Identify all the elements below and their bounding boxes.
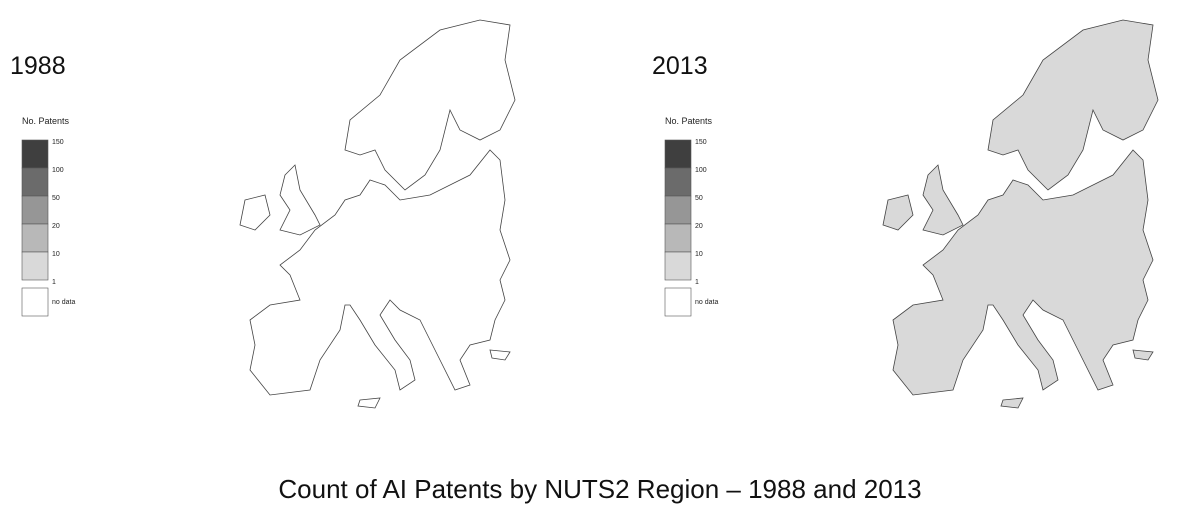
legend-swatch — [22, 252, 48, 280]
legend-label: 20 — [695, 223, 703, 230]
legend-swatch — [665, 140, 691, 168]
legend-swatch — [665, 224, 691, 252]
legend-label: 10 — [695, 251, 703, 258]
legend-label: 1 — [52, 279, 56, 286]
legend-label: 50 — [52, 195, 60, 202]
legend-swatch — [665, 168, 691, 196]
legend-label: 1 — [695, 279, 699, 286]
legend-label: 20 — [52, 223, 60, 230]
legend-swatch — [22, 224, 48, 252]
legend-label: 150 — [695, 139, 707, 146]
legend-swatch — [22, 288, 48, 316]
legend-label: no data — [52, 299, 75, 306]
legend-swatch — [22, 196, 48, 224]
legend-swatch — [22, 140, 48, 168]
legend-label: 50 — [695, 195, 703, 202]
legend-swatch — [665, 288, 691, 316]
legend-title: No. Patents — [665, 116, 713, 126]
map-1988: 1988 No. Patents 150 100 50 20 10 1 no data — [10, 10, 530, 410]
legend-label: no data — [695, 299, 718, 306]
legend: No. Patents 150 100 50 20 10 1 no data — [22, 116, 75, 316]
legend-label: 100 — [52, 167, 64, 174]
legend-label: 10 — [52, 251, 60, 258]
caption: Count of AI Patents by NUTS2 Region – 19… — [278, 474, 921, 504]
legend-swatch — [22, 168, 48, 196]
legend-swatch — [665, 196, 691, 224]
map-year: 2013 — [652, 52, 708, 80]
europe-map — [240, 20, 515, 408]
legend-label: 100 — [695, 167, 707, 174]
legend-title: No. Patents — [22, 116, 70, 126]
map-2013: 2013 No. Patents 150 100 50 20 10 1 no data — [652, 10, 1173, 410]
map-year: 1988 — [10, 52, 66, 80]
legend-swatch — [665, 252, 691, 280]
legend: No. Patents 150 100 50 20 10 1 no data — [665, 116, 718, 316]
page: 1988 No. Patents 1501005020101no data 20… — [0, 0, 1200, 516]
europe-map — [883, 20, 1158, 408]
legend-label: 150 — [52, 139, 64, 146]
